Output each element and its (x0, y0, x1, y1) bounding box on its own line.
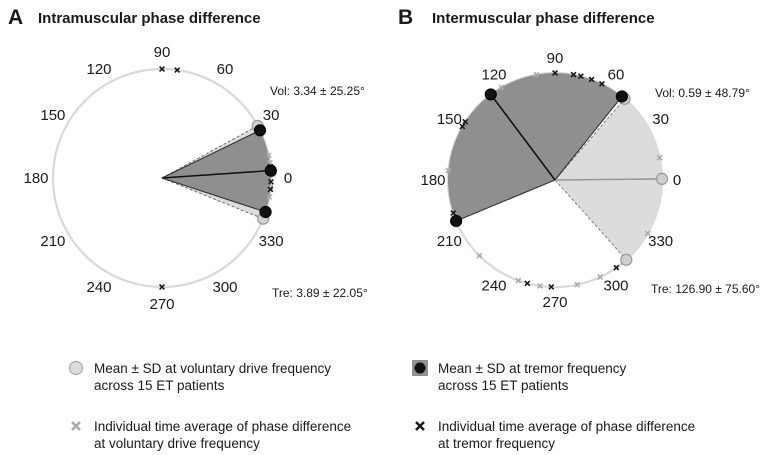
voluntary-individual-mark (644, 230, 651, 237)
angle-tick-label: 210 (437, 233, 462, 250)
voluntary-individual-mark (476, 252, 483, 259)
sd-edge-line (455, 179, 556, 222)
legend-voluntary-mean: Mean ± SD at voluntary drive frequency a… (68, 360, 331, 394)
tremor-stat-label: Tre: 3.89 ± 22.05° (272, 286, 368, 300)
light-circle-icon (68, 360, 84, 376)
sd-edge-line (161, 129, 261, 179)
voluntary-individual-mark (656, 154, 663, 161)
tremor-stat-label: Tre: 126.90 ± 75.60° (651, 282, 760, 296)
panel-title: Intermuscular phase difference (432, 10, 655, 27)
angle-tick-label: 0 (284, 170, 292, 187)
angle-tick-label: 30 (263, 107, 280, 124)
angle-tick-label: 180 (420, 172, 445, 189)
tremor-individual-mark (267, 178, 274, 185)
mean-line (161, 169, 271, 179)
voluntary-individual-mark (574, 281, 581, 288)
tremor-sd-sector (162, 130, 271, 212)
black-x-icon (412, 418, 428, 434)
sd-edge-line (161, 125, 258, 179)
angle-tick-label: 60 (608, 66, 625, 83)
angle-tick-label: 300 (212, 279, 237, 296)
legend-tremor-mean: Mean ± SD at tremor frequency across 15 … (412, 360, 626, 394)
legend-tremor-individual: Individual time average of phase differe… (412, 418, 695, 452)
tremor-marker (259, 205, 272, 219)
angle-tick-label: 0 (673, 172, 681, 189)
angle-tick-label: 60 (217, 61, 234, 78)
sd-edge-line (554, 96, 623, 181)
tremor-individual-mark (159, 284, 165, 290)
angle-tick-label: 90 (547, 50, 564, 67)
polar-plot: 0 30 60 90 120 150 180 210 240 270 300 330 (23, 44, 292, 313)
tremor-marker (264, 164, 277, 177)
angle-tick-label: 150 (40, 107, 65, 124)
mean-line (490, 93, 556, 181)
angle-tick-label: 210 (40, 233, 65, 250)
voluntary-marker (620, 253, 633, 266)
panel-intramuscular: A Intramuscular phase difference 0 30 60 90… (8, 6, 368, 313)
tremor-individual-mark (159, 66, 165, 72)
angle-tick-label: 300 (603, 278, 628, 295)
dark-circle-icon (412, 360, 428, 376)
tremor-marker (450, 214, 463, 228)
angle-tick-label: 240 (86, 279, 111, 296)
legend-voluntary-individual: Individual time average of phase differe… (68, 418, 351, 452)
voluntary-individual-mark (266, 193, 273, 200)
tremor-individual-mark (588, 76, 595, 83)
voluntary-individual-mark (265, 152, 272, 159)
tremor-marker (615, 90, 629, 103)
angle-tick-label: 30 (652, 111, 669, 128)
tremor-marker (253, 124, 267, 137)
voluntary-individual-mark (597, 274, 604, 280)
tremor-sd-sector (448, 73, 622, 221)
gray-x-icon (68, 418, 84, 434)
angle-tick-label: 180 (23, 170, 48, 187)
voluntary-stat-label: Vol: 3.34 ± 25.25° (270, 84, 365, 98)
tremor-individual-mark (598, 80, 605, 87)
angle-tick-label: 270 (149, 296, 174, 313)
voluntary-individual-mark (537, 282, 544, 289)
voluntary-individual-mark (515, 277, 522, 284)
mean-line (554, 178, 663, 181)
voluntary-individual-mark (445, 167, 452, 174)
sd-edge-line (554, 98, 626, 181)
tremor-individual-mark (577, 73, 584, 80)
sd-edge-line (554, 179, 627, 261)
tremor-individual-mark (548, 283, 555, 290)
angle-tick-label: 330 (648, 233, 673, 250)
voluntary-individual-mark (533, 71, 540, 78)
angle-tick-label: 120 (86, 61, 111, 78)
panel-title: Intramuscular phase difference (38, 10, 261, 27)
tremor-individual-mark (613, 264, 620, 271)
sd-edge-line (161, 177, 264, 220)
panel-intermuscular: B Intermuscular phase difference 0 30 60 90… (398, 6, 760, 311)
angle-tick-label: 240 (481, 278, 506, 295)
legend-label: Mean ± SD at tremor frequency across 15 … (438, 361, 627, 393)
angle-tick-label: 330 (259, 233, 284, 250)
tremor-individual-mark (570, 71, 577, 78)
legend-label: Individual time average of phase differe… (94, 419, 352, 451)
voluntary-stat-label: Vol: 0.59 ± 48.79° (655, 86, 750, 100)
voluntary-individual-mark (498, 84, 505, 91)
panel-letter: B (398, 6, 413, 29)
polar-plot: 0 30 60 90 120 150 180 210 240 270 300 330 (420, 50, 681, 311)
angle-tick-label: 270 (542, 294, 567, 311)
legend-label: Individual time average of phase differe… (438, 419, 696, 451)
tremor-individual-mark (552, 70, 558, 76)
tremor-marker (484, 88, 497, 101)
angle-tick-label: 120 (481, 66, 506, 83)
tremor-individual-mark (524, 280, 531, 287)
tremor-individual-mark (174, 67, 181, 74)
sd-edge-line (161, 177, 266, 213)
tremor-individual-mark (267, 186, 274, 193)
legend-label: Mean ± SD at voluntary drive frequency a… (94, 361, 332, 393)
tremor-individual-mark (462, 118, 469, 125)
voluntary-marker (655, 172, 669, 185)
tremor-individual-mark (459, 123, 466, 130)
panel-letter: A (8, 6, 23, 29)
tremor-individual-mark (450, 210, 457, 217)
angle-tick-label: 150 (437, 111, 462, 128)
angle-tick-label: 90 (154, 44, 171, 61)
